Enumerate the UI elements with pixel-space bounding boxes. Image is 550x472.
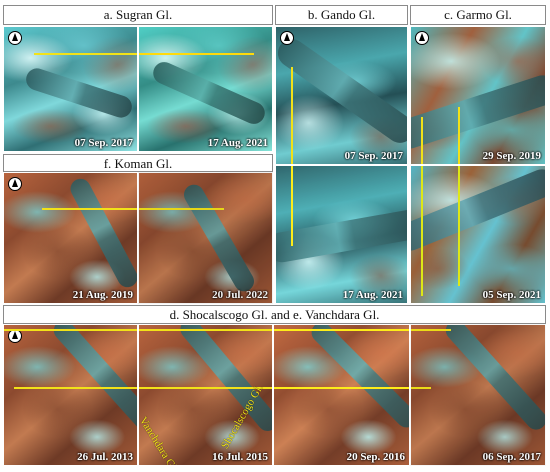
title-koman: f. Koman Gl. [3, 154, 273, 172]
date-label: 20 Sep. 2016 [346, 451, 405, 463]
gando-image-2017: 07 Sep. 2017 [275, 26, 408, 165]
date-label: 17 Aug. 2021 [342, 289, 403, 301]
north-arrow-icon [415, 31, 429, 45]
garmo-image-2019: 29 Sep. 2019 [410, 26, 546, 165]
date-label: 20 Jul. 2022 [212, 289, 268, 301]
date-label: 21 Aug. 2019 [72, 289, 133, 301]
label-vanchdara: Vanchdara Gl. [138, 415, 181, 466]
date-label: 16 Jul. 2015 [212, 451, 268, 463]
date-label: 17 Aug. 2021 [207, 137, 268, 149]
date-label: 05 Sep. 2021 [482, 289, 541, 301]
date-label: 06 Sep. 2017 [482, 451, 541, 463]
north-arrow-icon [8, 177, 22, 191]
title-garmo: c. Garmo Gl. [410, 5, 546, 25]
north-arrow-icon [280, 31, 294, 45]
shocalscogo-vanchdara-image-2016: 20 Sep. 2016 [273, 324, 410, 466]
koman-image-2022: 20 Jul. 2022 [138, 172, 273, 304]
north-arrow-icon [8, 31, 22, 45]
title-shocalscogo-vanchdara: d. Shocalscogo Gl. and e. Vanchdara Gl. [3, 305, 546, 324]
sugran-image-2017: 07 Sep. 2017 [3, 26, 138, 152]
shocalscogo-vanchdara-image-2013: 26 Jul. 2013 [3, 324, 138, 466]
title-sugran: a. Sugran Gl. [3, 5, 273, 25]
shocalscogo-vanchdara-image-2015: Shocalscogo Gl. Vanchdara Gl. 16 Jul. 20… [138, 324, 273, 466]
date-label: 07 Sep. 2017 [344, 150, 403, 162]
date-label: 07 Sep. 2017 [74, 137, 133, 149]
garmo-image-2021: 05 Sep. 2021 [410, 165, 546, 304]
north-arrow-icon [8, 329, 22, 343]
koman-image-2019: 21 Aug. 2019 [3, 172, 138, 304]
gando-image-2021: 17 Aug. 2021 [275, 165, 408, 304]
shocalscogo-vanchdara-image-2017: 06 Sep. 2017 [410, 324, 546, 466]
sugran-image-2021: 17 Aug. 2021 [138, 26, 273, 152]
date-label: 26 Jul. 2013 [77, 451, 133, 463]
date-label: 29 Sep. 2019 [482, 150, 541, 162]
title-gando: b. Gando Gl. [275, 5, 408, 25]
